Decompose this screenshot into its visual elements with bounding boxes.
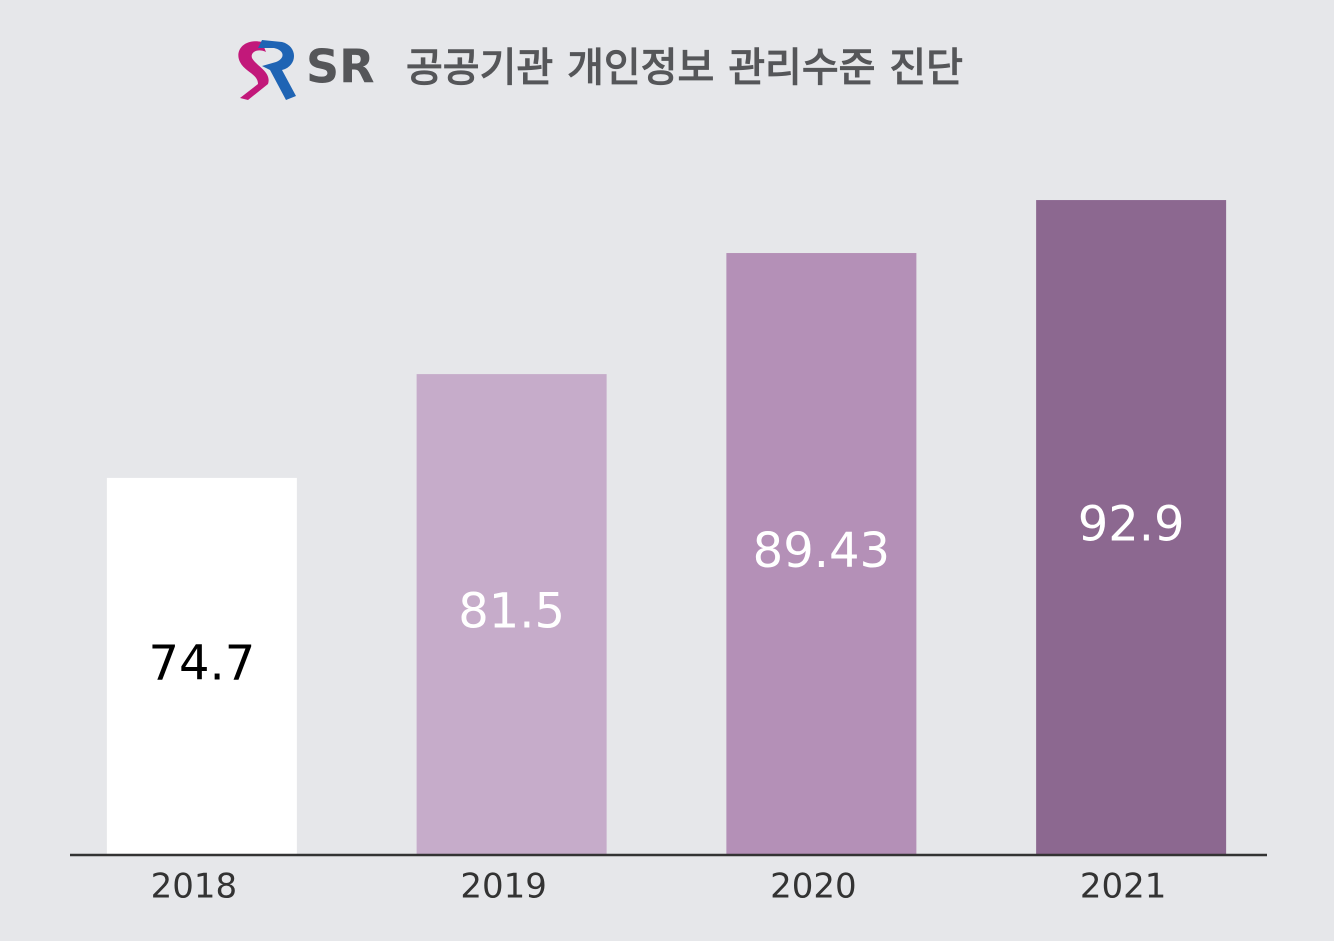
logo-mark — [258, 40, 296, 100]
logo: SR — [238, 40, 375, 100]
value-label: 74.7 — [148, 635, 255, 691]
bar — [106, 477, 297, 855]
logo-mark — [238, 41, 269, 100]
x-tick-label: 2019 — [460, 867, 547, 907]
chart-title: 공공기관 개인정보 관리수준 진단 — [406, 45, 963, 91]
x-tick-label: 2021 — [1080, 867, 1167, 907]
value-label: 89.43 — [753, 523, 890, 579]
bar — [416, 374, 607, 855]
x-tick-label: 2018 — [151, 867, 238, 907]
bar — [1036, 200, 1227, 855]
x-tick-label: 2020 — [770, 867, 857, 907]
logo-text: SR — [306, 40, 375, 94]
bar — [726, 253, 917, 855]
value-label: 81.5 — [458, 584, 565, 640]
value-label: 92.9 — [1078, 497, 1185, 553]
